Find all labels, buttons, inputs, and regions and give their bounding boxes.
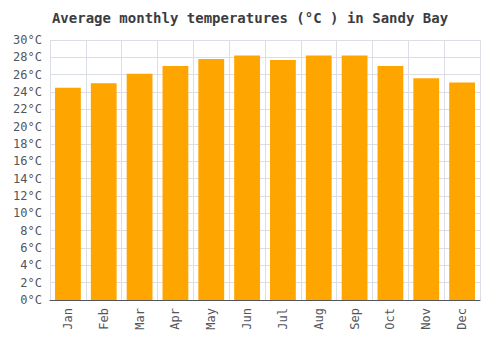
svg-text:24°C: 24°C	[13, 85, 42, 99]
svg-text:May: May	[204, 308, 218, 330]
svg-text:Jun: Jun	[240, 308, 254, 330]
svg-text:Average monthly temperatures (: Average monthly temperatures (°C ) in Sa…	[52, 10, 449, 26]
svg-text:30°C: 30°C	[13, 33, 42, 47]
svg-text:14°C: 14°C	[13, 172, 42, 186]
svg-text:Jul: Jul	[276, 308, 290, 330]
svg-text:Nov: Nov	[419, 308, 433, 330]
svg-text:0°C: 0°C	[20, 293, 42, 307]
svg-text:Aug: Aug	[312, 308, 326, 330]
svg-text:Oct: Oct	[383, 308, 397, 330]
svg-text:Apr: Apr	[168, 308, 182, 330]
svg-text:4°C: 4°C	[20, 258, 42, 272]
svg-text:Sep: Sep	[348, 308, 362, 330]
svg-text:Dec: Dec	[455, 308, 469, 330]
svg-text:28°C: 28°C	[13, 50, 42, 64]
svg-text:6°C: 6°C	[20, 241, 42, 255]
svg-text:16°C: 16°C	[13, 154, 42, 168]
svg-text:12°C: 12°C	[13, 189, 42, 203]
svg-text:10°C: 10°C	[13, 206, 42, 220]
svg-text:Jan: Jan	[61, 308, 75, 330]
svg-text:20°C: 20°C	[13, 120, 42, 134]
svg-text:Mar: Mar	[133, 308, 147, 330]
svg-text:2°C: 2°C	[20, 276, 42, 290]
svg-text:Feb: Feb	[97, 308, 111, 330]
svg-text:8°C: 8°C	[20, 224, 42, 238]
svg-text:22°C: 22°C	[13, 102, 42, 116]
svg-text:18°C: 18°C	[13, 137, 42, 151]
svg-text:26°C: 26°C	[13, 68, 42, 82]
